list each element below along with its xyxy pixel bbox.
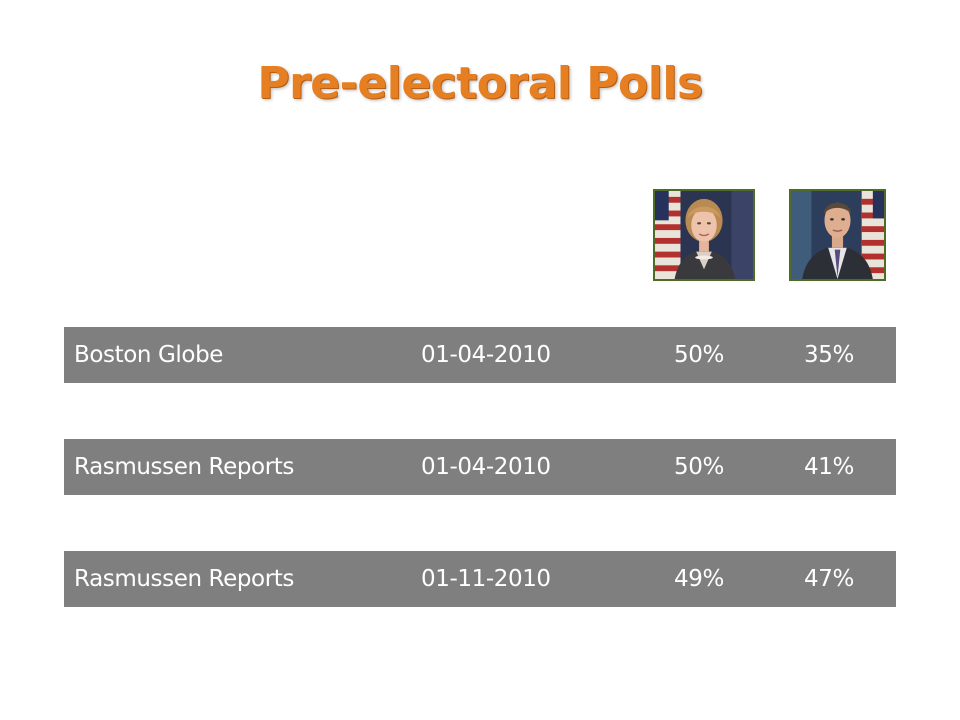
poll-date: 01-04-2010	[421, 342, 551, 368]
poll-date: 01-04-2010	[421, 454, 551, 480]
candidate-1-portrait	[653, 189, 755, 281]
poll-source: Rasmussen Reports	[74, 566, 294, 592]
candidate-1-share: 49%	[674, 566, 724, 592]
man-portrait-icon	[791, 191, 884, 279]
poll-source: Boston Globe	[74, 342, 224, 368]
candidate-2-share: 35%	[804, 342, 854, 368]
poll-source: Rasmussen Reports	[74, 454, 294, 480]
table-row: Rasmussen Reports 01-11-2010 49% 47%	[64, 551, 896, 607]
candidate-1-share: 50%	[674, 342, 724, 368]
table-row: Rasmussen Reports 01-04-2010 50% 41%	[64, 439, 896, 495]
page-title: Pre-electoral Polls	[257, 58, 703, 109]
candidate-2-share: 41%	[804, 454, 854, 480]
woman-portrait-icon	[655, 191, 753, 279]
candidate-2-share: 47%	[804, 566, 854, 592]
poll-date: 01-11-2010	[421, 566, 551, 592]
candidate-1-share: 50%	[674, 454, 724, 480]
candidate-2-portrait	[789, 189, 886, 281]
table-row: Boston Globe 01-04-2010 50% 35%	[64, 327, 896, 383]
